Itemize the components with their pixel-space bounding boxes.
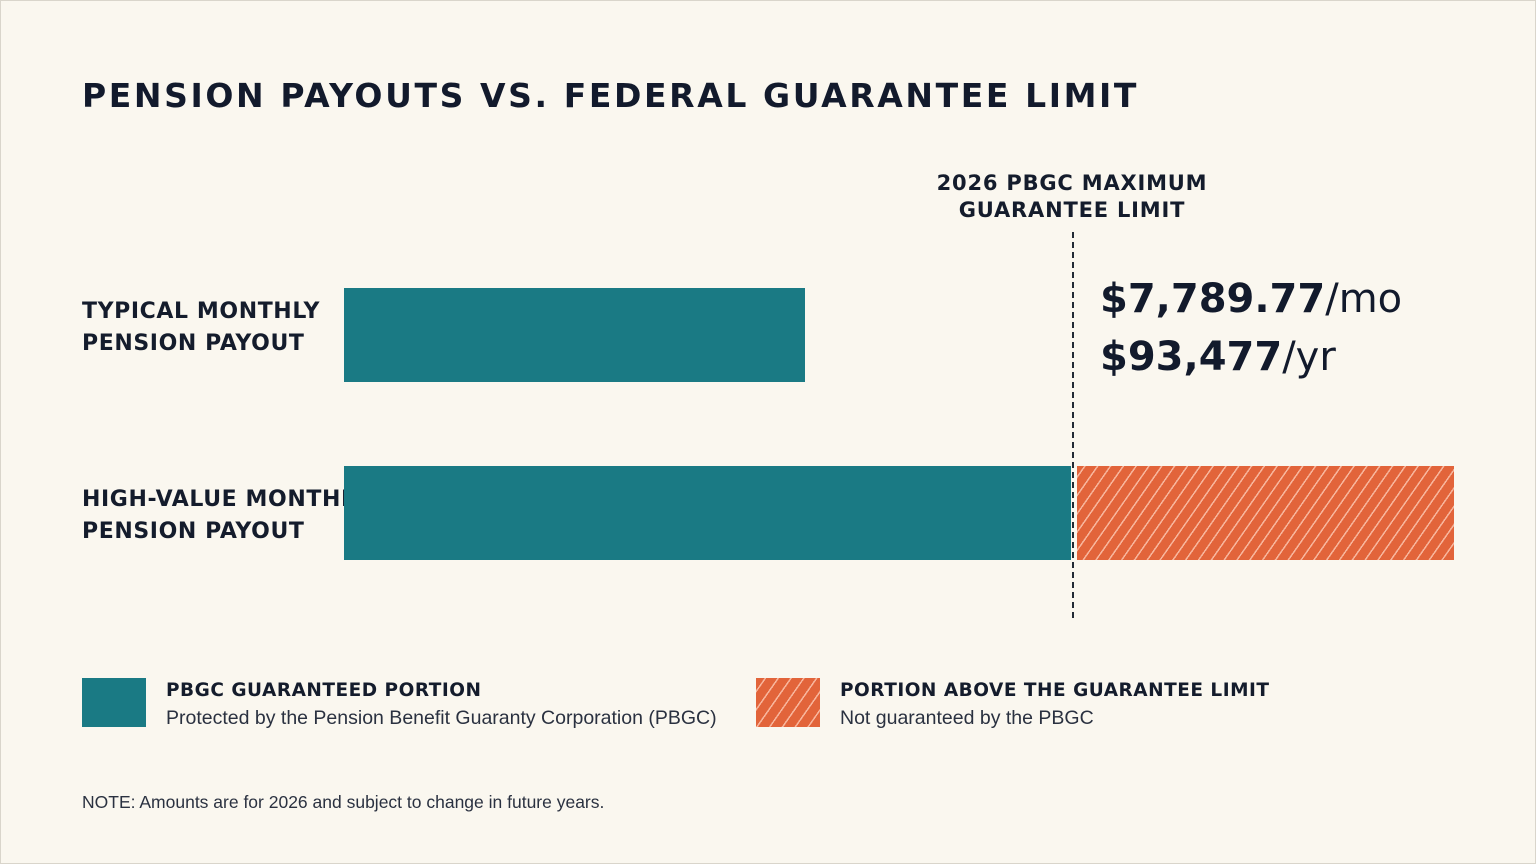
footnote: NOTE: Amounts are for 2026 and subject t… [82,792,605,812]
bar-above-limit-portion [1077,466,1454,560]
legend-title-guaranteed: PBGC GUARANTEED PORTION [166,680,482,701]
limit-label-line: 2026 PBGC MAXIMUM [936,171,1208,195]
legend-desc-guaranteed: Protected by the Pension Benefit Guarant… [166,707,717,729]
guarantee-limit-line [1072,232,1074,618]
category-label-line: TYPICAL MONTHLY [82,299,321,324]
category-label-line: PENSION PAYOUT [82,519,305,544]
chart-title: PENSION PAYOUTS VS. FEDERAL GUARANTEE LI… [82,76,1140,115]
category-label-typical: TYPICAL MONTHLY PENSION PAYOUT [82,296,320,360]
category-label-high-value: HIGH-VALUE MONTHLY PENSION PAYOUT [82,484,369,548]
guarantee-limit-label: 2026 PBGC MAXIMUM GUARANTEE LIMIT [937,170,1208,224]
bar-guaranteed-portion [344,466,1072,560]
limit-label-line: GUARANTEE LIMIT [958,198,1186,222]
category-label-line: PENSION PAYOUT [82,331,305,356]
category-label-line: HIGH-VALUE MONTHLY [82,487,369,512]
amount-unit: /yr [1282,334,1336,380]
legend-swatch-above-limit [756,678,820,727]
legend-title-above-limit: PORTION ABOVE THE GUARANTEE LIMIT [840,680,1270,701]
bar-guaranteed-portion [344,288,806,382]
limit-amount-yearly: $93,477/yr [1100,334,1336,380]
legend-swatch-guaranteed [82,678,146,727]
limit-amount-monthly: $7,789.77/mo [1100,276,1402,322]
amount-value: $7,789.77 [1100,276,1326,322]
legend-desc-above-limit: Not guaranteed by the PBGC [840,707,1094,729]
amount-value: $93,477 [1100,334,1283,380]
amount-unit: /mo [1325,276,1403,322]
